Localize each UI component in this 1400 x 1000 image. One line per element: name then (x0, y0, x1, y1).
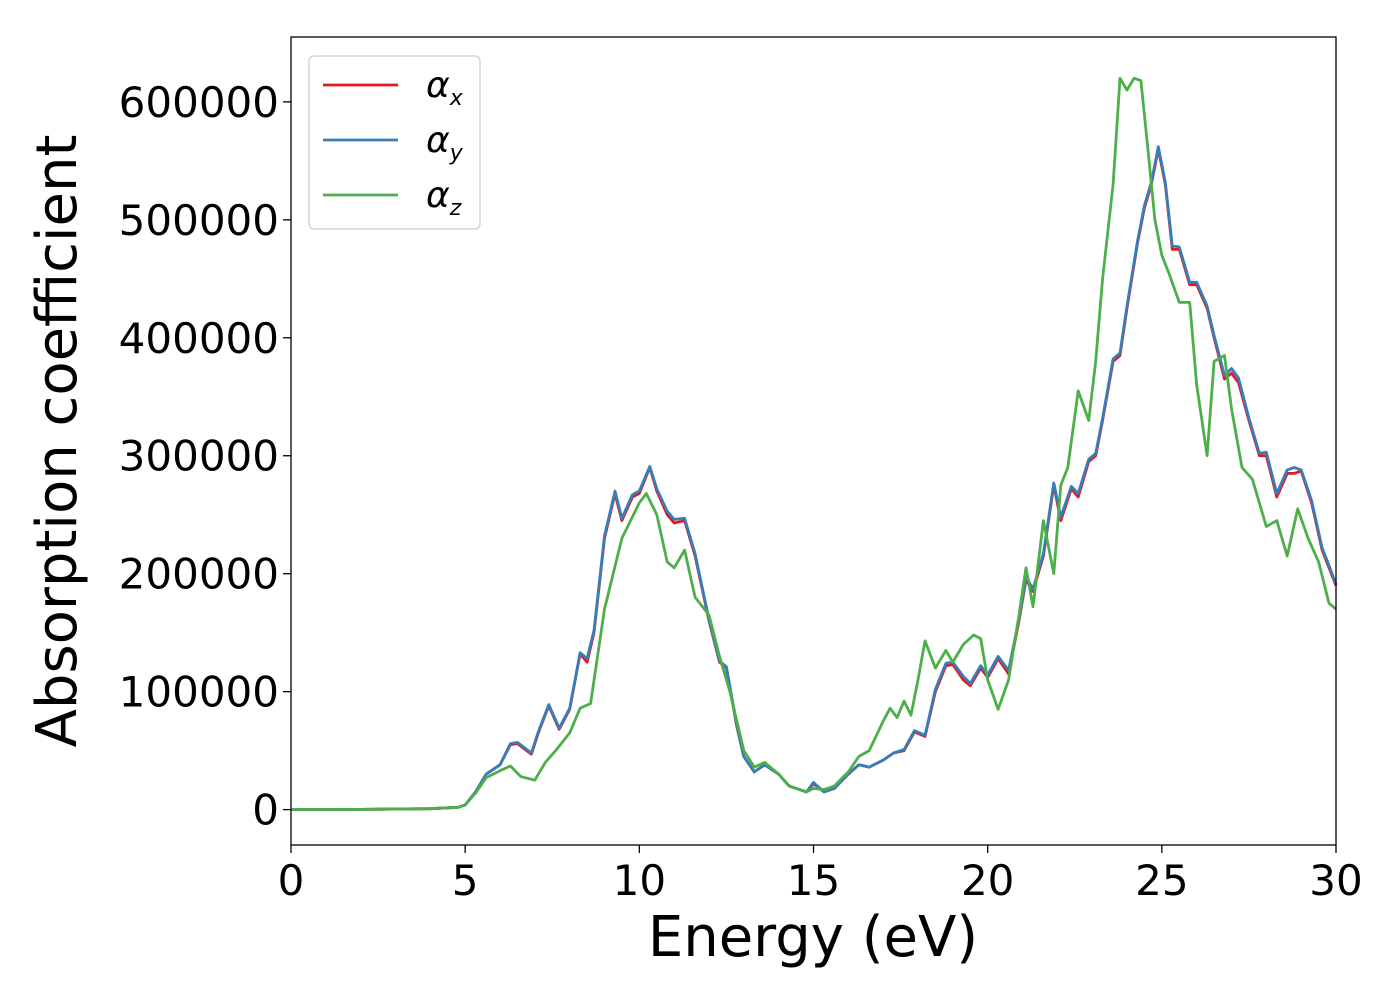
series-layer (290, 76, 1338, 811)
y-tick-label: 0 (252, 786, 279, 835)
y-tick-label: 200000 (119, 550, 279, 599)
y-axis-title: Absorption coefficient (25, 135, 90, 748)
y-tick-label: 500000 (119, 196, 279, 245)
legend-box (308, 55, 481, 230)
x-axis-title: Energy (eV) (648, 905, 978, 970)
x-tick-label: 10 (613, 856, 666, 905)
x-tick-label: 20 (961, 856, 1014, 905)
series-line-y (290, 145, 1338, 811)
y-tick-label: 300000 (119, 432, 279, 481)
y-tick-label: 400000 (119, 314, 279, 363)
x-tick-label: 15 (787, 856, 840, 905)
y-tick-label: 600000 (119, 78, 279, 127)
series-line-z (290, 76, 1337, 811)
x-axis: 0 5 10 15 20 25 30 (278, 845, 1363, 905)
y-tick-label: 100000 (119, 668, 279, 717)
x-tick-label: 5 (452, 856, 479, 905)
x-tick-label: 25 (1135, 856, 1188, 905)
x-tick-label: 0 (278, 856, 305, 905)
y-axis: 0 100000 200000 300000 400000 500000 600000 (119, 78, 291, 835)
x-tick-label: 30 (1309, 856, 1362, 905)
